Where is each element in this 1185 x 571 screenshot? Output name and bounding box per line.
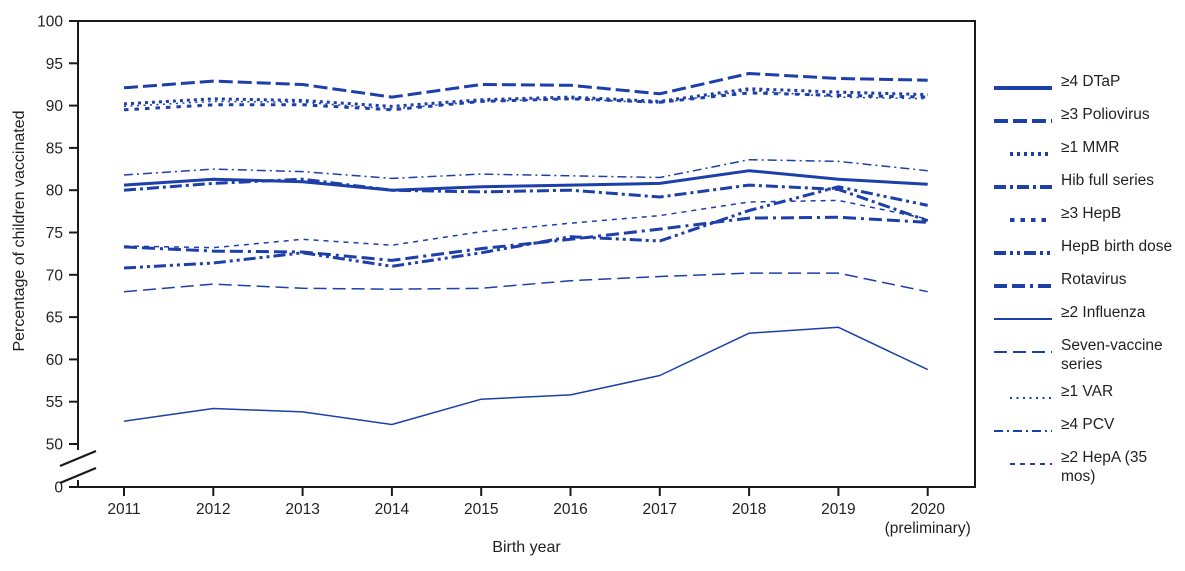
x-tick-label: 2019 xyxy=(821,501,855,518)
x-axis-title: Birth year xyxy=(492,539,561,556)
legend: ≥4 DTaP ≥3 Poliovirus ≥1 MMR Hib full serie… xyxy=(994,72,1185,494)
legend-item: HepB birth dose xyxy=(994,237,1185,262)
axis-break-slash xyxy=(59,466,97,485)
x-tick-label: 2012 xyxy=(196,501,230,518)
y-tick-label: 90 xyxy=(46,98,64,115)
legend-label: ≥4 PCV xyxy=(1061,416,1115,433)
series-line-dashdot-thick xyxy=(123,177,929,223)
legend-label: Hib full series xyxy=(1061,172,1155,189)
legend-label: ≥1 VAR xyxy=(1061,383,1114,400)
y-tick-label: 65 xyxy=(46,310,63,327)
legend-label: HepB birth dose xyxy=(1061,238,1173,255)
legend-item: ≥3 Poliovirus xyxy=(994,105,1185,130)
legend-item: Rotavirus xyxy=(994,270,1185,295)
y-axis-title: Percentage of children vaccinated xyxy=(11,110,28,352)
series-line-dashdot-thin xyxy=(123,158,928,180)
x-tick-label: 2014 xyxy=(375,501,410,518)
legend-label: ≥4 DTaP xyxy=(1061,73,1121,90)
series-line-longdashdot-thick xyxy=(123,215,928,262)
y-tick-label: 80 xyxy=(46,183,64,200)
series-lines xyxy=(123,72,929,426)
legend-line-sample-icon xyxy=(994,244,1052,262)
legend-line-sample-icon xyxy=(994,178,1052,196)
y-tick-label: 95 xyxy=(46,56,63,73)
legend-label: ≥1 MMR xyxy=(1061,139,1120,156)
plot-border xyxy=(77,20,976,488)
x-tick-label: 2017 xyxy=(643,501,677,518)
series-line-solid-thick xyxy=(123,169,928,192)
legend-item: Hib full series xyxy=(994,171,1185,196)
legend-item: ≥1 VAR xyxy=(994,382,1185,407)
legend-label: Seven-vaccine series xyxy=(1061,337,1163,373)
series-line-squaredot-thick xyxy=(123,91,928,112)
y-axis: 100 95 90 85 80 75 70 65 60 55 50 0 xyxy=(37,14,78,497)
series-line-shortdash-thin xyxy=(123,199,928,249)
x-tick-label: 2015 xyxy=(464,501,498,518)
x-tick-label: 2011 xyxy=(107,501,140,518)
y-tick-label: 75 xyxy=(46,225,63,242)
axis-break-slash xyxy=(59,449,97,468)
legend-label: ≥3 Poliovirus xyxy=(1061,106,1150,123)
legend-line-sample-icon xyxy=(994,211,1052,229)
x-tick-label: 2016 xyxy=(553,501,587,518)
x-tick-label: 2020 xyxy=(910,501,945,518)
legend-item: ≥4 PCV xyxy=(994,415,1185,440)
legend-line-sample-icon xyxy=(994,343,1052,361)
legend-line-sample-icon xyxy=(994,79,1052,97)
y-tick-label: 50 xyxy=(46,437,64,454)
legend-label: ≥2 Influenza xyxy=(1061,304,1146,321)
legend-line-sample-icon xyxy=(994,310,1052,328)
legend-item: Seven-vaccine series xyxy=(994,336,1185,374)
y-axis-break xyxy=(59,449,97,485)
legend-label: Rotavirus xyxy=(1061,271,1127,288)
legend-line-sample-icon xyxy=(994,422,1052,440)
x-tick-label: 2018 xyxy=(732,501,766,518)
y-tick-label: 85 xyxy=(46,140,63,157)
legend-item: ≥2 HepA (35 mos) xyxy=(994,448,1185,486)
vaccination-trend-chart: 100 95 90 85 80 75 70 65 60 55 50 0 2011 2012 2013 2014… xyxy=(37,14,976,537)
y-tick-label: 55 xyxy=(46,394,63,411)
legend-item: ≥1 MMR xyxy=(994,138,1185,163)
legend-line-sample-icon xyxy=(994,145,1052,163)
legend-item: ≥3 HepB xyxy=(994,204,1185,229)
legend-line-sample-icon xyxy=(994,389,1052,407)
series-line-dash-thick xyxy=(123,72,928,99)
y-tick-label: 70 xyxy=(46,267,64,284)
series-line-solid-thin xyxy=(123,326,929,426)
legend-label: ≥2 HepA (35 mos) xyxy=(1061,449,1148,485)
legend-item: ≥2 Influenza xyxy=(994,303,1185,328)
legend-label: ≥3 HepB xyxy=(1061,205,1122,222)
y-tick-label: 60 xyxy=(46,352,64,369)
x-tick-label: 2013 xyxy=(285,501,319,518)
series-line-dot-thick xyxy=(123,87,928,108)
legend-line-sample-icon xyxy=(994,112,1052,130)
legend-item: ≥4 DTaP xyxy=(994,72,1185,97)
y-tick-label: 100 xyxy=(37,14,63,31)
y-tick-label: 0 xyxy=(54,480,63,497)
legend-line-sample-icon xyxy=(994,455,1052,473)
x-axis: 2011 2012 2013 2014 2015 2016 2017 2018 2019 2020… xyxy=(107,487,971,537)
x-tick-note: (preliminary) xyxy=(885,520,971,537)
legend-line-sample-icon xyxy=(994,277,1052,295)
series-line-dash-thin xyxy=(123,272,928,293)
